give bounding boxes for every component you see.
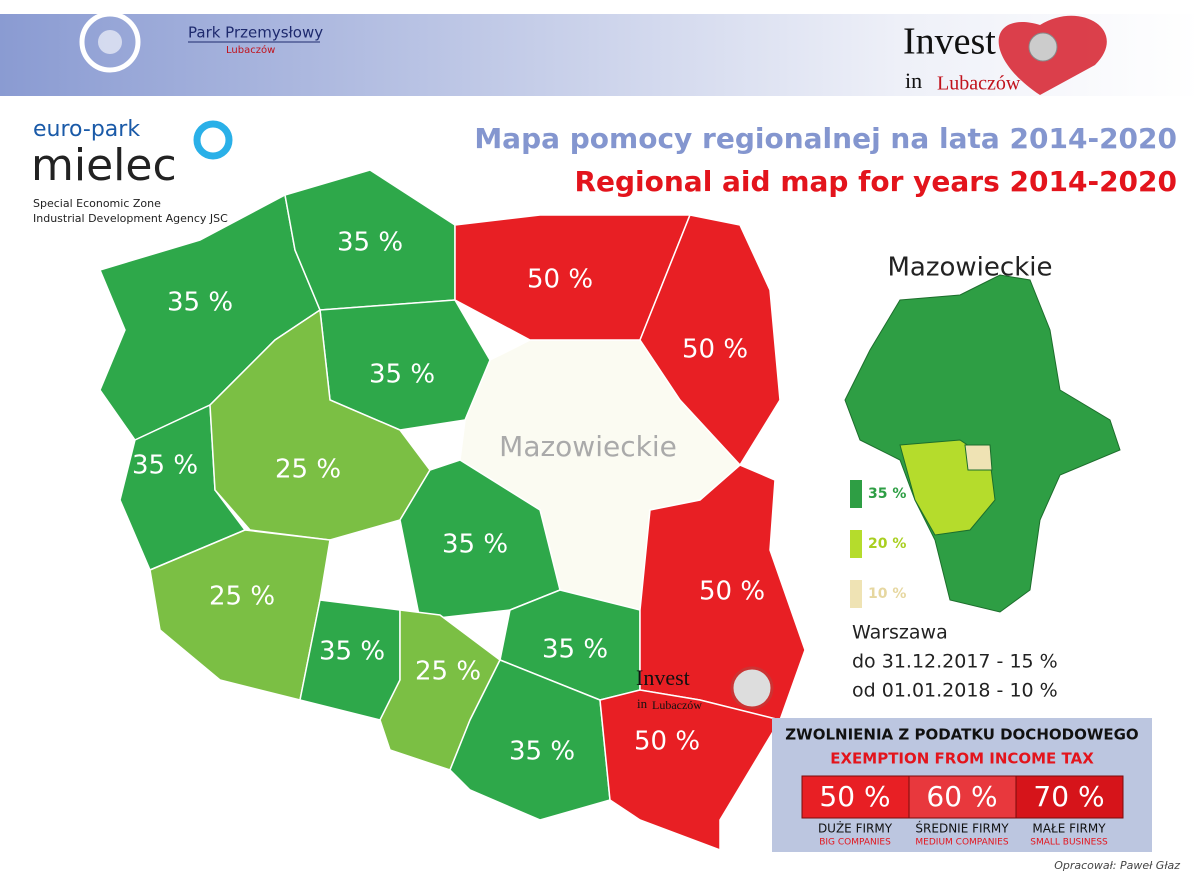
region-label: 35 % bbox=[132, 451, 198, 481]
title-pl: Mapa pomocy regionalnej na lata 2014-202… bbox=[474, 122, 1177, 155]
region-label: 50 % bbox=[634, 727, 700, 757]
logo-line: Industrial Development Agency JSC bbox=[33, 212, 228, 225]
region-label: 25 % bbox=[209, 582, 275, 612]
inset: Mazowieckie 35 % 20 % 10 % Warszawa do 3… bbox=[844, 253, 1121, 702]
note: do 31.12.2017 - 15 % bbox=[852, 651, 1058, 673]
invest-brand: Invest bbox=[636, 665, 690, 690]
region bbox=[449, 659, 611, 821]
rate-name: ŚREDNIE FIRMY bbox=[915, 821, 1009, 836]
invest-in: in bbox=[905, 68, 922, 93]
logo-line: Special Economic Zone bbox=[33, 197, 161, 210]
legend-swatch bbox=[850, 530, 862, 558]
legend-swatch bbox=[850, 580, 862, 608]
header-band bbox=[0, 14, 1200, 96]
rate-value: 70 % bbox=[1033, 780, 1104, 813]
region-label: 25 % bbox=[275, 455, 341, 485]
region-label: 35 % bbox=[509, 737, 575, 767]
region-label: 50 % bbox=[527, 265, 593, 295]
region-label: 25 % bbox=[415, 657, 481, 687]
rate-name: DUŻE FIRMY bbox=[818, 821, 893, 836]
region-label: 35 % bbox=[442, 530, 508, 560]
gear-icon bbox=[79, 11, 141, 73]
logo-brand: euro-park bbox=[33, 117, 140, 142]
poland-map: 35 % 35 % 50 % 50 % 35 % 35 % 25 % 35 % 25 % 35 %… bbox=[98, 169, 806, 852]
logo-ring bbox=[193, 120, 233, 160]
logo-name: mielec bbox=[31, 140, 177, 191]
region-label: 35 % bbox=[337, 228, 403, 258]
rate-name-en: SMALL BUSINESS bbox=[1030, 838, 1108, 848]
gear-icon bbox=[730, 666, 774, 710]
region-label: 50 % bbox=[699, 577, 765, 607]
title-en: Regional aid map for years 2014-2020 bbox=[574, 165, 1177, 198]
center-label: Mazowieckie bbox=[499, 430, 677, 463]
invest-logo: Invest in Lubaczów bbox=[903, 15, 1107, 95]
inset-title: Mazowieckie bbox=[888, 253, 1053, 283]
rate-box bbox=[908, 775, 1017, 819]
rate-box bbox=[1015, 775, 1124, 819]
rate-name-en: BIG COMPANIES bbox=[819, 838, 891, 848]
invest-in: in bbox=[637, 696, 648, 711]
legend-swatch bbox=[850, 480, 862, 508]
region bbox=[639, 214, 781, 467]
region bbox=[599, 689, 782, 852]
legend-label: 10 % bbox=[868, 586, 906, 602]
invest-town: Lubaczów bbox=[937, 73, 1021, 95]
inset-region bbox=[844, 274, 1121, 613]
city: Warszawa bbox=[852, 622, 948, 644]
gear-hub bbox=[98, 30, 122, 54]
tax-box: ZWOLNIENIA Z PODATKU DOCHODOWEGO EXEMPTI… bbox=[772, 718, 1152, 852]
invest-town: Lubaczów bbox=[652, 698, 702, 712]
park-name: Park Przemysłowy bbox=[188, 24, 323, 42]
rate-name: MAŁE FIRMY bbox=[1032, 822, 1106, 836]
gear-icon bbox=[1028, 32, 1058, 62]
region-label: 35 % bbox=[319, 637, 385, 667]
rate-value: 50 % bbox=[819, 780, 890, 813]
tax-title: ZWOLNIENIA Z PODATKU DOCHODOWEGO bbox=[785, 726, 1138, 744]
rate-box bbox=[801, 775, 910, 819]
legend-label: 20 % bbox=[868, 536, 906, 552]
region-label: 50 % bbox=[682, 335, 748, 365]
legend-label: 35 % bbox=[868, 486, 906, 502]
invest-brand: Invest bbox=[903, 21, 996, 63]
region-label: 35 % bbox=[542, 635, 608, 665]
region-label: 35 % bbox=[369, 360, 435, 390]
inset-city bbox=[964, 444, 993, 471]
rate-value: 60 % bbox=[926, 780, 997, 813]
note: od 01.01.2018 - 10 % bbox=[852, 680, 1058, 702]
rate-name-en: MEDIUM COMPANIES bbox=[915, 838, 1008, 848]
park-logo: Park Przemysłowy Lubaczów bbox=[79, 11, 323, 73]
mielec-logo: euro-park mielec Special Economic Zone I… bbox=[31, 117, 233, 225]
region bbox=[639, 464, 806, 721]
tax-subtitle: EXEMPTION FROM INCOME TAX bbox=[830, 750, 1094, 768]
region-label: 35 % bbox=[167, 288, 233, 318]
park-town: Lubaczów bbox=[226, 44, 275, 56]
credit: Opracował: Paweł Głaz bbox=[1054, 859, 1180, 872]
